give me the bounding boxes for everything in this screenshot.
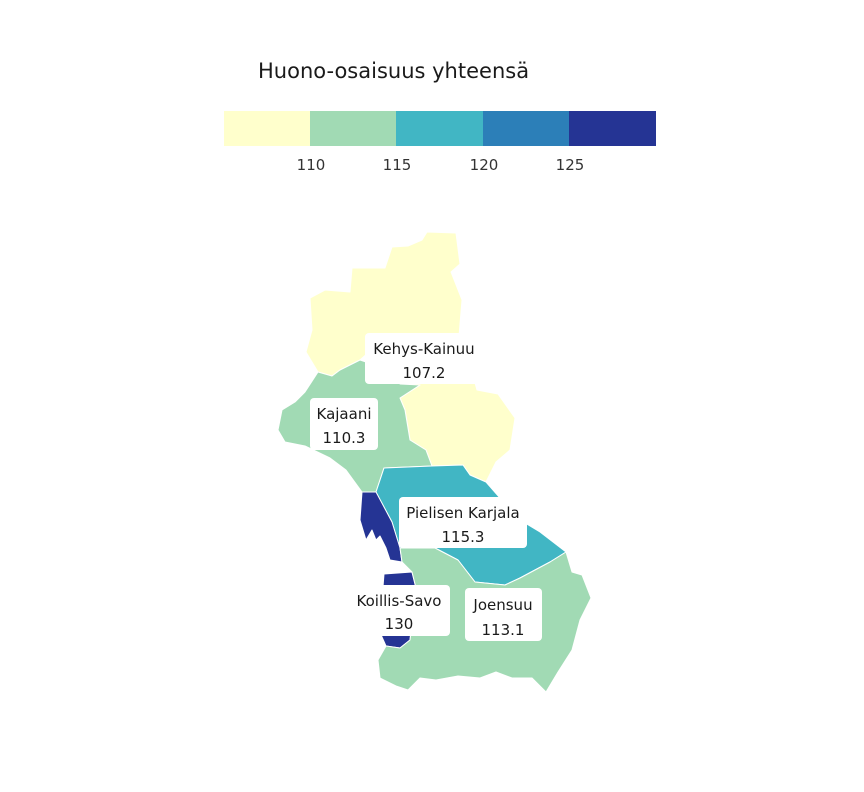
legend-swatch-5: [569, 111, 656, 146]
label-joensuu-name: Joensuu: [472, 596, 532, 614]
legend-tick-120: 120: [470, 156, 499, 174]
label-pielisen-karjala-name: Pielisen Karjala: [406, 504, 519, 522]
label-joensuu-value: 113.1: [482, 621, 525, 639]
label-kehys-kainuu: Kehys-Kainuu 107.2: [365, 333, 482, 384]
label-koillis-savo: Koillis-Savo 130: [348, 585, 450, 636]
legend-title: Huono-osaisuus yhteensä: [258, 59, 529, 83]
legend-swatch-3: [396, 111, 484, 146]
legend-tick-110: 110: [297, 156, 326, 174]
label-kajaani-name: Kajaani: [317, 405, 372, 423]
label-pielisen-karjala: Pielisen Karjala 115.3: [399, 497, 527, 548]
region-labels: Kehys-Kainuu 107.2 Kajaani 110.3 Pielise…: [310, 333, 542, 641]
legend-tick-125: 125: [556, 156, 585, 174]
label-joensuu: Joensuu 113.1: [465, 588, 542, 641]
legend: Huono-osaisuus yhteensä 110 115 120 125: [224, 59, 656, 174]
label-koillis-savo-value: 130: [385, 615, 414, 633]
label-koillis-savo-name: Koillis-Savo: [357, 592, 442, 610]
label-kajaani: Kajaani 110.3: [310, 398, 378, 450]
label-pielisen-karjala-value: 115.3: [442, 528, 485, 546]
label-kehys-kainuu-name: Kehys-Kainuu: [373, 340, 474, 358]
legend-swatch-2: [310, 111, 397, 146]
legend-swatch-4: [483, 111, 570, 146]
label-kajaani-value: 110.3: [323, 429, 366, 447]
legend-tick-115: 115: [383, 156, 412, 174]
label-kehys-kainuu-value: 107.2: [403, 364, 446, 382]
legend-swatch-1: [224, 111, 311, 146]
